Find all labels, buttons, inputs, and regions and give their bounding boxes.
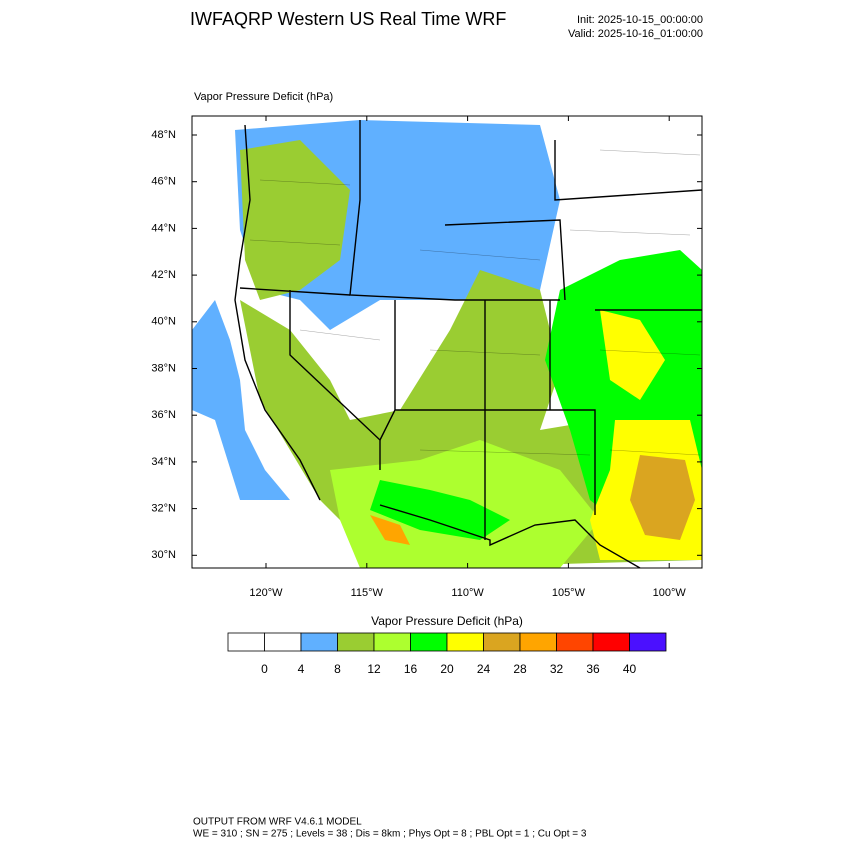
- state-border: [239, 287, 381, 470]
- lon-label: 110°W: [451, 587, 484, 599]
- valid-time: Valid: 2025-10-16_01:00:00: [568, 28, 703, 40]
- lat-label: 30°N: [151, 549, 176, 561]
- lat-label: 40°N: [151, 316, 176, 328]
- lat-label: 38°N: [151, 362, 176, 374]
- lon-label: 115°W: [351, 587, 384, 599]
- gold-field: [630, 455, 695, 540]
- colorbar-box: [300, 632, 338, 652]
- colorbar-label: 0: [261, 662, 268, 676]
- ocean-field: [192, 300, 290, 500]
- lon-label: 105°W: [552, 587, 586, 599]
- lat-label: 32°N: [151, 503, 176, 515]
- colorbar-label: 20: [440, 662, 454, 676]
- lon-label: 100°W: [653, 587, 687, 599]
- colorbar-label: 12: [367, 662, 381, 676]
- coastline: [234, 124, 321, 501]
- lat-label: 46°N: [151, 176, 176, 188]
- county-lines: [249, 149, 701, 456]
- map-label: Vapor Pressure Deficit (hPa): [194, 91, 333, 103]
- colorbar-box: [227, 632, 265, 652]
- colorbar: 0 4 8 12 16 20 24 28 32 36 40: [227, 632, 667, 676]
- state-border: [444, 140, 702, 301]
- colorbar-label: 8: [334, 662, 341, 676]
- colorbar-box: [629, 632, 667, 652]
- colorbar-label: 4: [298, 662, 305, 676]
- lat-label: 36°N: [151, 409, 176, 421]
- colorbar-label: 16: [404, 662, 418, 676]
- colorbar-box: [337, 632, 375, 652]
- lon-label: 120°W: [249, 587, 283, 599]
- footer-line: OUTPUT FROM WRF V4.6.1 MODEL: [193, 817, 362, 828]
- colorbar-label: 32: [550, 662, 564, 676]
- colorbar-label: 24: [477, 662, 491, 676]
- lat-label: 34°N: [151, 456, 176, 468]
- bright-green-field: [370, 480, 510, 540]
- lon-labels: 120°W 115°W 110°W 105°W 100°W: [249, 116, 686, 599]
- colorbar-box: [373, 632, 411, 652]
- lat-label: 42°N: [151, 269, 176, 281]
- map-frame: [191, 115, 703, 569]
- yellow-field: [600, 310, 665, 400]
- init-time: Init: 2025-10-15_00:00:00: [577, 14, 703, 26]
- state-border: [379, 300, 702, 540]
- colorbar-box: [446, 632, 484, 652]
- colorbar-box: [410, 632, 448, 652]
- colorbar-box: [519, 632, 557, 652]
- colorbar-label: 36: [586, 662, 600, 676]
- orange-field: [370, 515, 410, 545]
- title: IWFAQRP Western US Real Time WRF: [190, 9, 506, 29]
- colorbar-box: [556, 632, 594, 652]
- border: [379, 504, 641, 568]
- colorbar-box: [592, 632, 630, 652]
- map: [191, 115, 703, 569]
- green-field: [240, 140, 350, 300]
- colorbar-label: 40: [623, 662, 637, 676]
- colorbar-title: Vapor Pressure Deficit (hPa): [371, 614, 523, 628]
- footer-line: WE = 310 ; SN = 275 ; Levels = 38 ; Dis …: [193, 829, 587, 840]
- lat-label: 44°N: [151, 222, 176, 234]
- lat-label: 48°N: [151, 129, 176, 141]
- lat-labels: 48°N 46°N 44°N 42°N 40°N 38°N 36°N 34°N 32°N 30°N: [151, 129, 702, 561]
- colorbar-box: [483, 632, 521, 652]
- colorbar-box: [264, 632, 302, 652]
- colorbar-label: 28: [513, 662, 527, 676]
